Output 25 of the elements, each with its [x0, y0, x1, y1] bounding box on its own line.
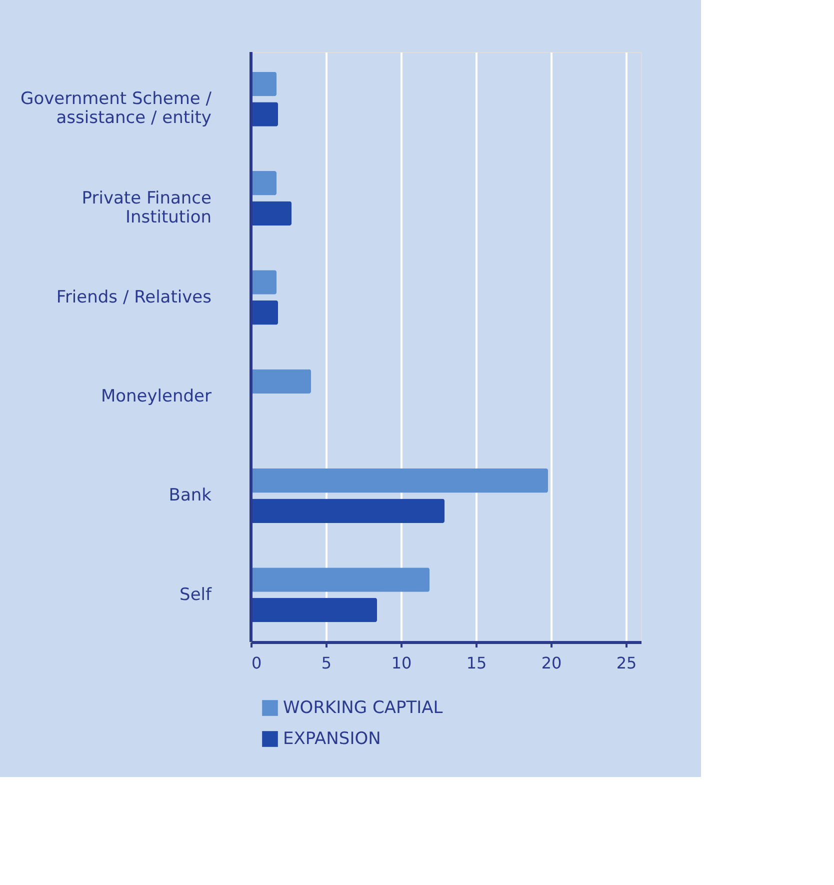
y-tick-label: Private Finance Institution — [82, 188, 212, 228]
bar — [251, 568, 430, 592]
x-tick-label: 5 — [321, 654, 332, 672]
x-tick-label: 25 — [616, 654, 637, 672]
y-tick-label: Self — [180, 584, 213, 605]
x-tick-label: 15 — [466, 654, 487, 672]
bar — [251, 102, 278, 126]
bar — [251, 270, 276, 294]
bar — [251, 468, 548, 493]
x-tick-label: 10 — [391, 654, 412, 672]
y-tick-label: Bank — [168, 486, 212, 506]
y-tick-label: Friends / Relatives — [56, 287, 212, 308]
y-tick-label: Government Scheme / assistance / entity — [20, 89, 212, 128]
bar — [251, 598, 377, 622]
legend-label: EXPANSION — [283, 729, 381, 749]
bar — [251, 300, 278, 325]
bar — [251, 170, 276, 196]
x-tick-label: 0 — [252, 654, 262, 672]
bar — [251, 498, 444, 524]
y-tick-label: Moneylender — [100, 386, 212, 407]
legend-label: WORKING CAPTIAL — [283, 698, 444, 718]
bar — [251, 201, 292, 226]
bar — [251, 72, 276, 96]
bar — [251, 369, 311, 394]
x-tick-label: 20 — [541, 654, 562, 672]
